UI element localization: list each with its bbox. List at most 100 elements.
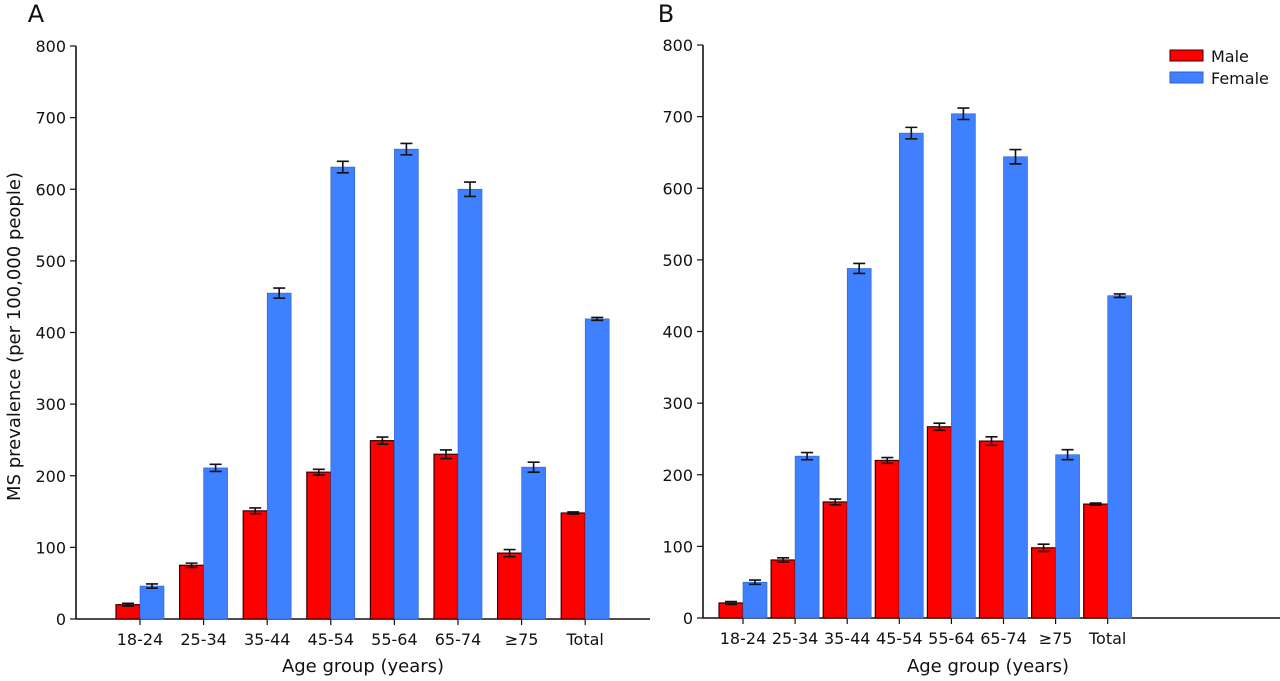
panel-b-x-tick-label: 55-64 [928,629,975,648]
panel-a-bar-female [139,585,165,620]
panel-a-y-tick-label: 700 [35,109,66,128]
panel-b-error-bar-female [1009,148,1022,165]
panel-a-x-tick-label: 25-34 [180,630,227,649]
panel-a-error-bar-female [400,142,413,156]
panel-b-error-bar-male [985,435,998,447]
panel-b-error-bar-male [1089,502,1102,506]
panel-b-bar-female [794,455,820,619]
panel-a-error-bar-female [336,160,349,174]
panel-b-y-tick-label: 500 [662,251,693,270]
panel-a-error-bar-male [312,468,325,476]
panel-b-letter: B [658,0,674,28]
panel-a-error-bar-male [376,436,389,446]
panel-b-error-bar-female [1061,448,1074,461]
panel-a-bar-female [457,188,483,620]
panel-a-bar-male [497,552,523,620]
panel-b-x-tick-label: 18-24 [720,629,767,648]
legend-swatch-male [1169,49,1204,62]
panel-b-error-bar-male [829,498,842,506]
panel-b-error-bar-female [1113,293,1126,299]
panel-a-x-tick-label: ≥75 [505,630,539,649]
panel-a-bar-male [306,471,332,620]
panel-b-bar-male [1030,547,1057,619]
panel-a-y-tick-label: 200 [35,467,66,486]
panel-b-error-bar-male [777,557,790,563]
panel-a-y-tick-label: 300 [35,395,66,414]
panel-a-error-bar-male [440,449,452,460]
panel-b-x-tick-label: 65-74 [980,629,1027,648]
panel-a-y-tick-label: 100 [35,538,66,557]
panel-b-bar-male [874,459,900,619]
panel-b-error-bar-female [957,107,970,121]
panel-b-error-bar-male [933,422,946,432]
panel-a-y-tick-label: 400 [35,324,66,343]
panel-b-y-tick-label: 400 [662,323,693,342]
panel-a-bar-male [560,512,586,620]
legend-label-male: Male [1211,47,1249,66]
panel-b-bar-male [770,559,796,619]
panel-b-bar-female [1055,454,1080,619]
panel-b-x-axis-title: Age group (years) [907,656,1069,677]
panel-b-bar-female [846,268,872,619]
panel-a-error-bar-female [591,316,604,322]
panel-a-bar-female [203,467,228,620]
panel-b-y-tick-label: 700 [662,108,693,127]
panel-b-x-tick-label: 35-44 [824,629,871,648]
panel-a-y-tick-label: 500 [35,252,66,271]
panel-b-bar-female [1107,295,1132,619]
panel-a-x-tick-label: 55-64 [371,630,418,649]
panel-a-bar-female [266,292,292,620]
panel-a-error-bar-male [249,507,262,515]
panel-b-error-bar-male [881,456,894,465]
legend-swatch-female [1169,71,1204,84]
panel-b-y-tick-label: 0 [683,609,693,628]
panel-b-bar-female [742,581,768,619]
panel-b-y-tick-label: 800 [662,36,693,55]
panel-a-x-tick-label: 35-44 [244,630,291,649]
panel-b-error-bar-female [749,579,761,586]
panel-a-letter: A [28,0,45,28]
panel-b-bar-male [1083,503,1109,619]
panel-a-bar-male [242,510,268,620]
panel-a-error-bar-male [122,602,134,607]
panel-b-x-tick-label: 25-34 [772,629,819,648]
panel-a-x-tick-label: 65-74 [435,630,482,649]
panel-a-error-bar-female [464,181,476,198]
panel-b-bar-male [822,501,848,619]
panel-a-error-bar-female [527,461,540,473]
panel-b-error-bar-female [801,451,814,461]
panel-a-x-tick-label: Total [566,630,604,649]
panel-a-y-axis-title: MS prevalence (per 100,000 people) [4,172,25,501]
panel-b-bar-female [1003,156,1028,619]
panel-b-x-tick-label: Total [1088,629,1126,648]
panel-a-bar-male [179,564,205,620]
panel-a-error-bar-male [185,562,198,569]
panel-a-bar-female [394,148,419,620]
panel-a-error-bar-female [273,287,286,299]
panel-a-error-bar-male [503,548,516,558]
panel-a-error-bar-female [209,463,222,473]
panel-b-error-bar-male [725,600,737,606]
panel-a-error-bar-female [146,583,158,590]
panel-a-x-axis-title: Age group (years) [282,656,444,677]
panel-b-error-bar-female [905,126,918,140]
panel-b-bar-male [718,602,744,619]
panel-a-x-tick-label: 45-54 [308,630,355,649]
panel-a-bar-female [521,466,546,620]
panel-b-bar-male [926,426,953,619]
panel-a-y-tick-label: 800 [35,37,66,56]
panel-b-x-tick-label: 45-54 [876,629,923,648]
panel-a-bar-male [369,440,395,620]
panel-a-bar-female [584,318,610,620]
panel-b-y-tick-label: 100 [662,537,693,556]
panel-b-x-tick-label: ≥75 [1039,629,1073,648]
panel-b-y-tick-label: 300 [662,394,693,413]
panel-b-bar-female [898,132,924,619]
panel-b-bar-male [978,440,1005,619]
panel-a-y-tick-label: 0 [56,610,66,629]
panel-b-error-bar-female [853,262,866,275]
legend-label-female: Female [1211,69,1269,88]
panel-a-x-tick-label: 18-24 [117,630,164,649]
panel-a-bar-male [433,453,459,620]
